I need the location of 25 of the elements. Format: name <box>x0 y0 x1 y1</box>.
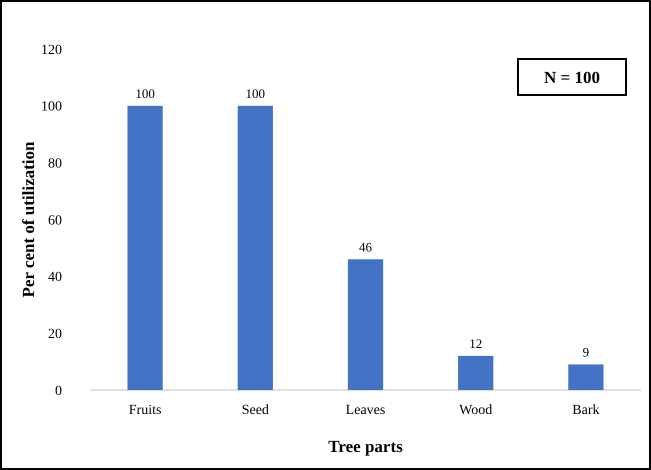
x-tick-label: Wood <box>459 403 492 418</box>
bar <box>348 259 384 390</box>
data-label: 9 <box>582 344 590 360</box>
bar <box>568 364 604 390</box>
bar <box>238 106 273 390</box>
x-axis-title: Tree parts <box>328 437 404 456</box>
bar <box>127 106 163 390</box>
bar <box>458 356 494 390</box>
data-label: 12 <box>469 336 482 351</box>
x-tick-label: Leaves <box>346 403 386 418</box>
y-tick-label: 20 <box>48 327 62 342</box>
y-tick-label: 60 <box>48 213 62 228</box>
y-tick-label: 80 <box>48 156 62 172</box>
data-label: 100 <box>135 86 155 101</box>
data-label: 46 <box>359 239 372 254</box>
x-tick-label: Fruits <box>128 403 162 418</box>
annotation: N = 100 <box>544 68 600 87</box>
x-tick-label: Seed <box>242 403 269 418</box>
y-tick-label: 100 <box>41 100 62 115</box>
data-label: 100 <box>246 86 266 101</box>
x-tick-label: Bark <box>572 403 600 418</box>
y-tick-label: 0 <box>55 384 62 399</box>
y-tick-label: 40 <box>48 270 62 286</box>
y-tick-label: 120 <box>41 42 62 58</box>
y-axis-title: Per cent of utilization <box>19 140 38 298</box>
